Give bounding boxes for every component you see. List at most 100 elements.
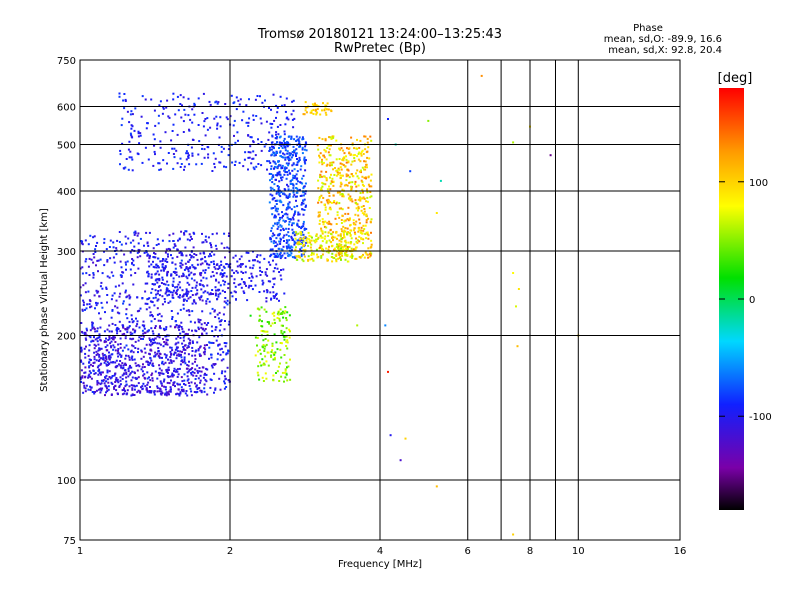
scatter-point: [222, 313, 225, 316]
scatter-point: [302, 113, 305, 116]
scatter-point: [304, 236, 307, 239]
scatter-point: [199, 319, 202, 321]
scatter-point: [302, 225, 305, 228]
scatter-point: [364, 160, 367, 163]
scatter-point: [269, 186, 272, 189]
scatter-point: [104, 360, 107, 362]
scatter-point: [281, 248, 284, 251]
scatter-point: [203, 329, 206, 332]
scatter-point: [280, 324, 283, 327]
scatter-point: [185, 267, 188, 270]
scatter-point: [272, 93, 275, 96]
scatter-point: [326, 163, 329, 166]
scatter-point: [131, 158, 134, 161]
scatter-point: [206, 262, 208, 265]
scatter-point: [162, 258, 164, 260]
scatter-point: [219, 348, 222, 351]
scatter-point: [288, 135, 291, 138]
scatter-point: [333, 247, 336, 250]
scatter-point: [277, 189, 280, 192]
scatter-point: [106, 328, 109, 331]
scatter-point: [323, 175, 325, 178]
scatter-point: [262, 344, 265, 346]
scatter-point: [344, 219, 347, 222]
scatter-point: [285, 319, 288, 322]
scatter-point: [303, 236, 306, 239]
scatter-point: [202, 276, 205, 279]
scatter-point: [105, 286, 108, 289]
scatter-point: [143, 376, 146, 379]
scatter-point: [367, 234, 370, 237]
scatter-point: [222, 358, 225, 361]
scatter-point: [191, 108, 194, 111]
scatter-point: [288, 195, 291, 198]
scatter-point: [119, 376, 122, 379]
scatter-point: [166, 274, 169, 277]
scatter-point: [88, 370, 91, 373]
scatter-point: [264, 355, 267, 358]
scatter-point: [197, 320, 200, 323]
scatter-point: [232, 124, 235, 127]
scatter-point: [251, 275, 253, 278]
scatter-point: [342, 231, 345, 234]
scatter-point: [170, 346, 173, 349]
scatter-point: [302, 233, 305, 236]
scatter-point: [124, 261, 127, 264]
scatter-point: [162, 282, 165, 285]
scatter-point: [310, 111, 313, 114]
scatter-point: [335, 258, 338, 261]
scatter-point: [108, 354, 111, 357]
scatter-point: [180, 376, 183, 379]
scatter-point: [353, 243, 356, 246]
scatter-point: [268, 131, 271, 134]
scatter-point: [280, 312, 283, 315]
scatter-point: [117, 381, 120, 384]
scatter-point: [272, 151, 275, 154]
scatter-point: [208, 100, 211, 103]
scatter-point: [370, 195, 373, 198]
scatter-point: [162, 107, 165, 110]
scatter-point: [227, 265, 230, 268]
scatter-point: [305, 159, 307, 162]
scatter-point: [357, 198, 360, 201]
scatter-point: [285, 241, 288, 244]
scatter-point: [272, 232, 275, 235]
scatter-point: [133, 331, 136, 334]
scatter-point: [347, 248, 349, 250]
scatter-point: [191, 302, 194, 305]
scatter-point: [119, 383, 122, 386]
scatter-point: [287, 255, 290, 258]
scatter-point: [125, 371, 128, 374]
scatter-point: [136, 296, 139, 299]
scatter-point: [80, 369, 83, 372]
scatter-point: [220, 320, 222, 323]
scatter-point: [283, 104, 286, 107]
scatter-point: [157, 266, 160, 269]
scatter-point: [283, 169, 286, 172]
scatter-point: [175, 342, 178, 345]
scatter-point: [344, 212, 347, 215]
scatter-point: [278, 192, 281, 195]
scatter-point: [340, 258, 342, 261]
scatter-point: [354, 199, 357, 202]
scatter-point: [109, 377, 112, 380]
scatter-point: [88, 344, 91, 347]
scatter-point: [293, 256, 296, 259]
scatter-point: [331, 135, 334, 138]
scatter-point: [163, 329, 166, 332]
scatter-point: [191, 367, 194, 370]
scatter-point: [291, 118, 294, 121]
scatter-point: [274, 137, 277, 140]
scatter-point: [268, 321, 270, 324]
scatter-point: [224, 377, 227, 380]
scatter-point: [297, 232, 300, 235]
scatter-point: [172, 123, 175, 126]
colorbar-tick-label: -100: [749, 412, 772, 423]
scatter-point: [146, 390, 149, 393]
scatter-point: [94, 391, 97, 393]
scatter-point: [158, 390, 161, 393]
scatter-point: [260, 164, 263, 167]
scatter-point: [146, 254, 149, 257]
scatter-point: [276, 141, 278, 144]
scatter-point: [150, 327, 153, 330]
